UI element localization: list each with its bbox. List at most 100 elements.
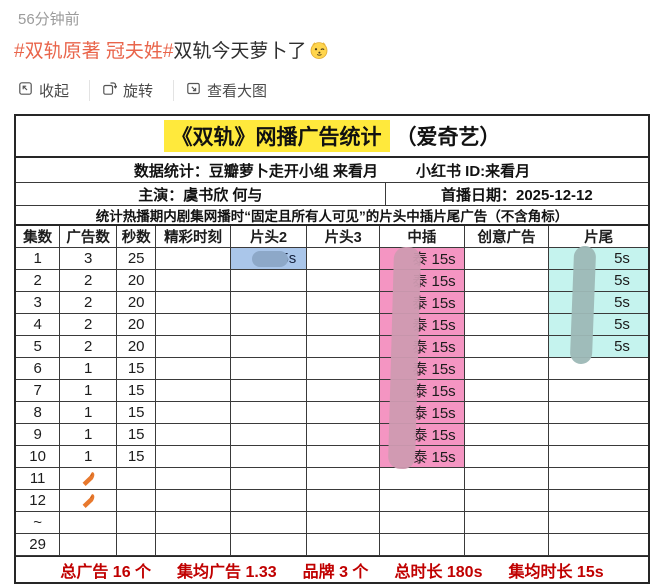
hashtag-link[interactable]: #双轨原著 冠夫姓# xyxy=(14,41,174,62)
cell-moment xyxy=(156,292,231,314)
cell-pt3 xyxy=(307,292,380,314)
view-large-label: 查看大图 xyxy=(207,82,268,100)
post-time: 56分钟前 xyxy=(18,11,80,28)
sheet-title: 《双轨》网播广告统计 xyxy=(163,120,390,152)
table-row: 5 2 20 泰 15s 5s xyxy=(16,336,648,358)
stats-credit: 数据统计：豆瓣萝卜走开小组 来看月 xyxy=(133,162,378,180)
ad-stats-table-image[interactable]: 《双轨》网播广告统计 （爱奇艺） 数据统计：豆瓣萝卜走开小组 来看月 小红书 I… xyxy=(14,114,650,584)
cell-moment xyxy=(156,358,231,380)
cell-end xyxy=(549,534,648,556)
table-row: 12 xyxy=(16,490,648,512)
cell-moment xyxy=(156,446,231,468)
cell-ads: 1 xyxy=(60,380,118,402)
cell-moment xyxy=(156,380,231,402)
cell-moment xyxy=(156,314,231,336)
cell-end: 5s xyxy=(549,314,648,336)
collapse-icon xyxy=(18,81,33,100)
carrot-emoji xyxy=(60,468,118,490)
post-title-text: 双轨今天萝卜了 xyxy=(173,41,307,62)
cell-mid xyxy=(379,490,465,512)
cell-creative xyxy=(464,468,550,490)
cell-moment xyxy=(156,512,231,534)
cell-pt3 xyxy=(307,534,380,556)
cell-mid xyxy=(379,468,465,490)
cell-end xyxy=(549,358,648,380)
cell-pt2 xyxy=(230,402,308,424)
cell-creative xyxy=(464,490,550,512)
table-row: 7 1 15 泰 15s xyxy=(16,380,648,402)
cell-moment xyxy=(156,424,231,446)
cell-moment xyxy=(156,270,231,292)
cell-creative xyxy=(464,534,550,556)
table-row: 8 1 15 泰 15s xyxy=(16,402,648,424)
cell-ads: 2 xyxy=(60,314,118,336)
table-row: 3 2 20 泰 15s 5s xyxy=(16,292,648,314)
cell-pt2 xyxy=(230,314,308,336)
cell-creative xyxy=(464,314,550,336)
cell-creative xyxy=(464,336,550,358)
cell-ep: 11 xyxy=(16,468,61,490)
cell-mid xyxy=(379,512,465,534)
censor-band-ending xyxy=(569,245,597,365)
stats-grid: 集数 广告数 秒数 精彩时刻 片头2 片头3 中插 创意广告 片尾 1 3 25 5s 泰 15s 5s 2 2… xyxy=(16,226,648,556)
cell-ads xyxy=(60,512,118,534)
table-row: 9 1 15 泰 15s xyxy=(16,424,648,446)
col-header: 中插 xyxy=(379,226,465,248)
cell-sec: 25 xyxy=(117,248,157,270)
table-row: 10 1 15 泰 15s xyxy=(16,446,648,468)
cell-pt3 xyxy=(307,336,380,358)
cell-sec xyxy=(117,468,157,490)
cell-end xyxy=(549,512,648,534)
table-row: 29 xyxy=(16,534,648,556)
cell-pt2 xyxy=(230,424,308,446)
cell-creative xyxy=(464,380,550,402)
cell-end: 5s xyxy=(549,292,648,314)
cell-pt2 xyxy=(230,534,308,556)
cell-pt3 xyxy=(307,380,380,402)
cell-sec: 20 xyxy=(117,292,157,314)
view-large-button[interactable]: 查看大图 xyxy=(173,79,287,101)
cell-creative xyxy=(464,402,550,424)
summary-item: 总时长 180s xyxy=(394,563,483,581)
cell-pt2 xyxy=(230,468,308,490)
cell-ads xyxy=(60,534,118,556)
cell-moment xyxy=(156,468,231,490)
cell-end: 5s xyxy=(549,270,648,292)
summary-row: 总广告 16 个 集均广告 1.33 品牌 3 个 总时长 180s 集均时长 15s xyxy=(16,556,648,582)
cell-end xyxy=(549,380,648,402)
cell-sec: 15 xyxy=(117,380,157,402)
cell-ads: 1 xyxy=(60,424,118,446)
cell-ep: 8 xyxy=(16,402,61,424)
cell-ep: 4 xyxy=(16,314,61,336)
cell-pt3 xyxy=(307,446,380,468)
cell-ads: 1 xyxy=(60,358,118,380)
post-title: #双轨原著 冠夫姓# 双轨今天萝卜了 xyxy=(14,36,329,63)
table-row: 1 3 25 5s 泰 15s 5s xyxy=(16,248,648,270)
cell-creative xyxy=(464,248,550,270)
view-large-icon xyxy=(186,81,201,100)
cell-ads: 1 xyxy=(60,446,118,468)
cell-pt2 xyxy=(230,358,308,380)
cell-ep: 1 xyxy=(16,248,61,270)
cell-pt2 xyxy=(230,446,308,468)
cell-end xyxy=(549,490,648,512)
cell-ep: 29 xyxy=(16,534,61,556)
cell-mid xyxy=(379,534,465,556)
stat-note: 统计热播期内剧集网播时“固定且所有人可见”的片头中插片尾广告（不含角标） xyxy=(16,206,648,226)
col-header: 集数 xyxy=(16,226,61,248)
sheet-title-row: 《双轨》网播广告统计 （爱奇艺） xyxy=(16,116,648,158)
cell-creative xyxy=(464,270,550,292)
image-toolbar: 收起 旋转 查看大图 xyxy=(6,78,287,102)
cell-creative xyxy=(464,292,550,314)
cell-sec xyxy=(117,512,157,534)
cell-pt2 xyxy=(230,490,308,512)
rotate-button[interactable]: 旋转 xyxy=(89,79,173,101)
rotate-icon xyxy=(102,81,118,100)
cell-pt3 xyxy=(307,314,380,336)
col-header: 精彩时刻 xyxy=(156,226,231,248)
cell-ads: 2 xyxy=(60,270,118,292)
col-header: 创意广告 xyxy=(464,226,550,248)
summary-item: 总广告 16 个 xyxy=(60,563,152,581)
collapse-button[interactable]: 收起 xyxy=(6,80,89,101)
cell-pt3 xyxy=(307,358,380,380)
